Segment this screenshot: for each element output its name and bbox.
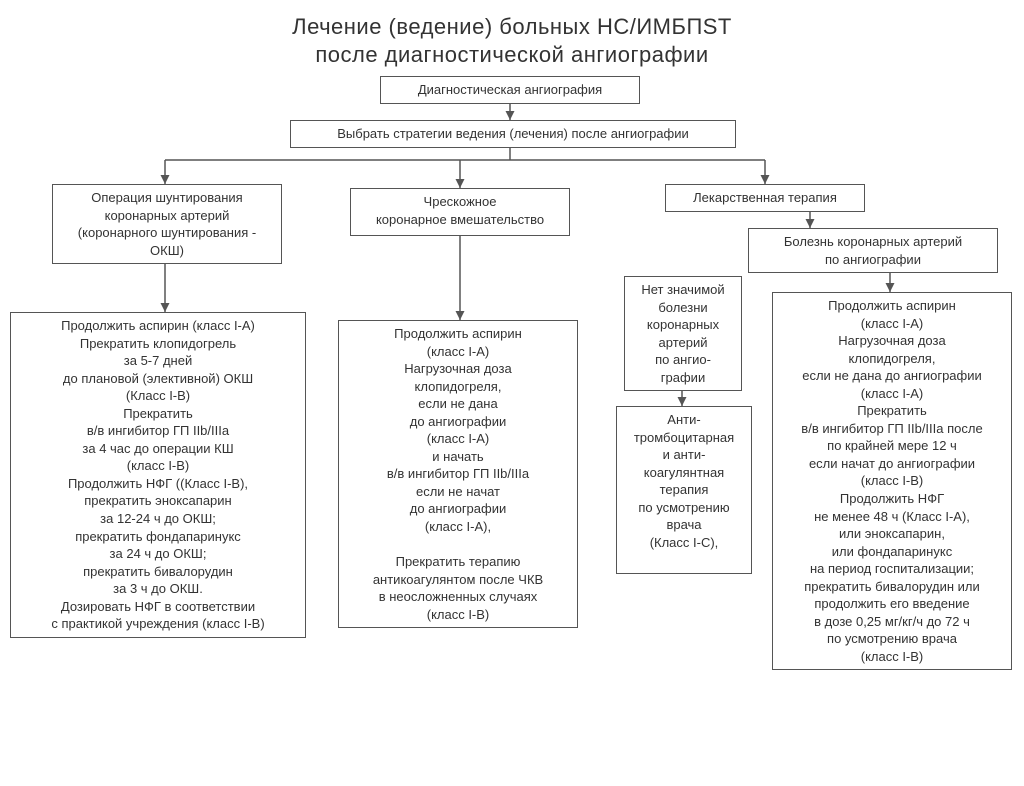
flow-node-b5: Нет значимойболезникоронарныхартерийпо а… (624, 276, 742, 391)
flow-node-b3: Лекарственная терапия (665, 184, 865, 212)
flow-node-b2: Чрескожноекоронарное вмешательство (350, 188, 570, 236)
flowchart-stage: Диагностическая ангиография Выбрать страт… (10, 76, 1014, 776)
flow-node-n1: Диагностическая ангиография (380, 76, 640, 104)
flow-node-d3: Анти-тромбоцитарнаяи анти-коагулянтнаяте… (616, 406, 752, 574)
flow-node-d2: Продолжить аспирин(класс I-А)Нагрузочная… (338, 320, 578, 628)
flow-node-b1: Операция шунтированиякоронарных артерий(… (52, 184, 282, 264)
flow-node-n2: Выбрать стратегии ведения (лечения) посл… (290, 120, 736, 148)
flow-node-d1: Продолжить аспирин (класс I-А)Прекратить… (10, 312, 306, 638)
page-title-line1: Лечение (ведение) больных НС/ИМБПST (10, 14, 1014, 40)
flow-node-d4: Продолжить аспирин(класс I-А)Нагрузочная… (772, 292, 1012, 670)
flow-node-b4: Болезнь коронарных артерийпо ангиографии (748, 228, 998, 273)
page-title-line2: после диагностической ангиографии (10, 42, 1014, 68)
